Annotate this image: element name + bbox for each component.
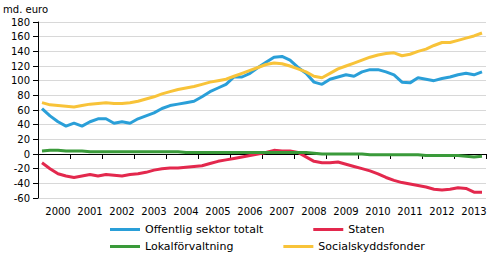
svg-text:2004: 2004: [173, 206, 198, 217]
svg-text:100: 100: [11, 75, 30, 86]
svg-text:2007: 2007: [269, 206, 294, 217]
svg-text:Lokalförvaltning: Lokalförvaltning: [145, 240, 233, 253]
svg-text:Socialskyddsfonder: Socialskyddsfonder: [318, 240, 425, 253]
svg-text:80: 80: [17, 90, 30, 101]
svg-text:2010: 2010: [365, 206, 390, 217]
svg-text:Staten: Staten: [348, 223, 384, 236]
svg-text:-40: -40: [14, 178, 30, 189]
svg-text:2001: 2001: [77, 206, 102, 217]
svg-text:120: 120: [11, 61, 30, 72]
svg-text:2012: 2012: [429, 206, 454, 217]
svg-text:2002: 2002: [109, 206, 134, 217]
svg-text:40: 40: [17, 119, 30, 130]
svg-text:2008: 2008: [301, 206, 326, 217]
svg-text:140: 140: [11, 46, 30, 57]
svg-text:2011: 2011: [397, 206, 422, 217]
svg-text:2009: 2009: [333, 206, 358, 217]
svg-text:2013: 2013: [461, 206, 486, 217]
svg-text:-60: -60: [14, 193, 30, 204]
svg-text:Offentlig sektor totalt: Offentlig sektor totalt: [145, 223, 264, 236]
svg-text:2005: 2005: [205, 206, 230, 217]
svg-text:md. euro: md. euro: [3, 4, 48, 15]
svg-text:60: 60: [17, 105, 30, 116]
svg-text:20: 20: [17, 134, 30, 145]
svg-text:2003: 2003: [141, 206, 166, 217]
svg-text:0: 0: [24, 149, 30, 160]
svg-text:180: 180: [11, 17, 30, 28]
svg-text:160: 160: [11, 31, 30, 42]
svg-text:-20: -20: [14, 163, 30, 174]
svg-text:2000: 2000: [45, 206, 70, 217]
svg-text:2006: 2006: [237, 206, 262, 217]
